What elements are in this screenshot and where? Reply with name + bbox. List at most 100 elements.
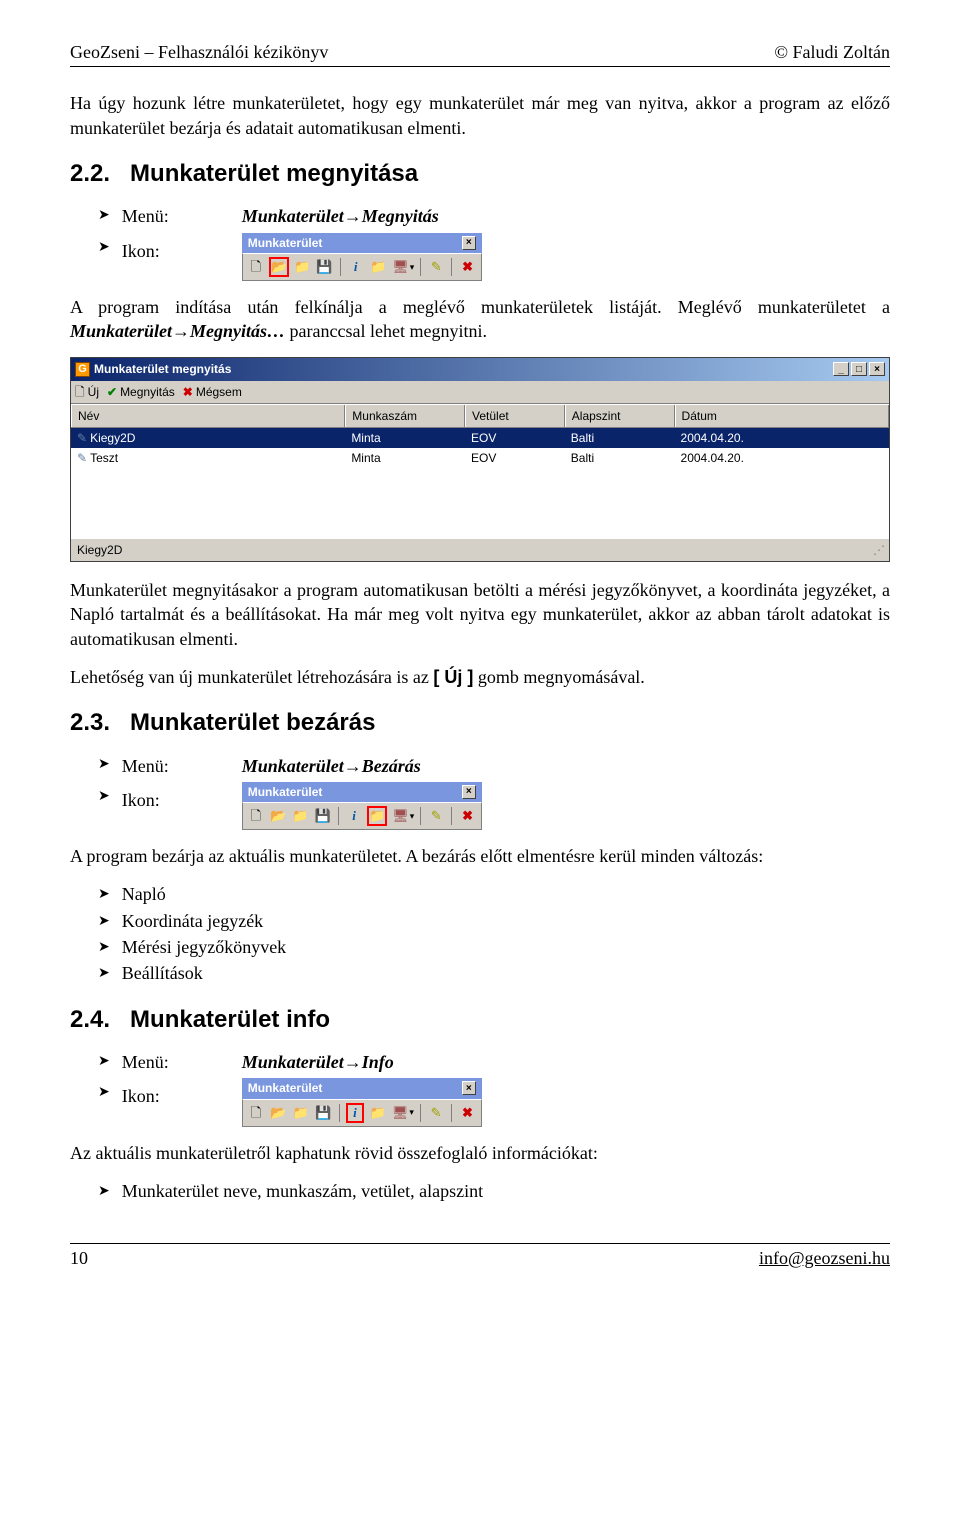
toolbar-separator (451, 1104, 452, 1122)
open2-icon[interactable]: 📁 (293, 257, 311, 277)
menu-row-2-3: ➤ Menü: Munkaterület→Bezárás (98, 754, 890, 778)
list-text: Napló (122, 882, 166, 906)
open2-icon[interactable]: 📁 (292, 1103, 311, 1123)
toolbar-close-button[interactable]: × (462, 785, 476, 799)
header-left: GeoZseni – Felhasználói kézikönyv (70, 40, 328, 64)
list-item: ➤ Munkaterület neve, munkaszám, vetület, … (98, 1179, 890, 1203)
ikon-row-2-4: ➤ Ikon: Munkaterület × 🗋 📂 📁 💾 i 📁 🖥 ▾ ✎… (98, 1078, 890, 1126)
toolbar-title-text: Munkaterület (248, 784, 323, 800)
new-icon[interactable]: 🗋 (247, 806, 265, 826)
s22-para1-a: A program indítása után felkínálja a meg… (70, 297, 890, 317)
cell-alap: Balti (565, 448, 675, 468)
s22-para1-b: paranccsal lehet megnyitni. (290, 321, 487, 341)
save-icon[interactable]: 💾 (314, 806, 332, 826)
info-icon[interactable]: i (346, 1103, 365, 1123)
col-nev[interactable]: Név (71, 405, 345, 427)
new-icon[interactable]: 🗋 (247, 257, 265, 277)
section-title: Munkaterület info (130, 1006, 330, 1033)
s22-para3-b: gomb megnyomásával. (478, 667, 645, 687)
open-workspace-dialog: G Munkaterület megnyitás _ □ × 🗋 Új ✔ Me… (70, 357, 890, 562)
toolbar-body: 🗋 📂 📁 💾 i 📁 🖥 ▾ ✎ ✖ (242, 802, 482, 830)
s23-para: A program bezárja az aktuális munkaterül… (70, 844, 890, 868)
col-datum[interactable]: Dátum (675, 405, 889, 427)
open-icon[interactable]: 📂 (269, 257, 289, 277)
toolbar-body: 🗋 📂 📁 💾 i 📁 🖥 ▾ ✎ ✖ (242, 1099, 482, 1127)
section-num: 2.2. (70, 160, 110, 187)
cell-alap: Balti (565, 428, 675, 448)
uj-label: Új (88, 384, 99, 400)
close-folder-icon[interactable]: 📁 (369, 257, 387, 277)
col-alapszint[interactable]: Alapszint (565, 405, 675, 427)
minimize-button[interactable]: _ (833, 362, 849, 376)
dropdown-icon[interactable]: ▾ (410, 261, 415, 273)
bullet-icon: ➤ (98, 1078, 110, 1103)
cell-dat: 2004.04.20. (675, 428, 889, 448)
bullet-icon: ➤ (98, 886, 110, 905)
delete-icon[interactable]: ✖ (458, 806, 476, 826)
dropdown-icon[interactable]: ▾ (410, 810, 415, 822)
table-row[interactable]: ✎Kiegy2D Minta EOV Balti 2004.04.20. (71, 428, 889, 448)
check-icon: ✔ (107, 384, 117, 400)
s24-para: Az aktuális munkaterületről kaphatunk rö… (70, 1141, 890, 1165)
bullet-icon: ➤ (98, 782, 110, 807)
toolbar-titlebar: Munkaterület × (242, 782, 482, 802)
s22-para3-a: Lehetőség van új munkaterület létrehozás… (70, 667, 433, 687)
list-text: Mérési jegyzőkönyvek (122, 935, 286, 959)
new-icon[interactable]: 🗋 (247, 1103, 266, 1123)
menu-label: Menü: (122, 204, 242, 228)
save-icon[interactable]: 💾 (315, 257, 333, 277)
save-icon[interactable]: 💾 (314, 1103, 333, 1123)
page-number: 10 (70, 1246, 88, 1270)
dropdown-icon[interactable]: ▾ (409, 1106, 414, 1118)
dialog-toolbar: 🗋 Új ✔ Megnyitás ✖ Mégsem (71, 381, 889, 404)
toolbar-separator (339, 1104, 340, 1122)
db-icon[interactable]: 🖥 (391, 1103, 410, 1123)
toolbar-body: 🗋 📂 📁 💾 i 📁 🖥 ▾ ✎ ✖ (242, 253, 482, 281)
open2-icon[interactable]: 📁 (291, 806, 309, 826)
list-text: Munkaterület neve, munkaszám, vetület, a… (122, 1179, 483, 1203)
open-icon[interactable]: 📂 (269, 1103, 288, 1123)
section-title: Munkaterület bezárás (130, 709, 375, 736)
ikon-label: Ikon: (122, 782, 242, 812)
delete-icon[interactable]: ✖ (458, 1103, 477, 1123)
toolbar-close-button[interactable]: × (462, 236, 476, 250)
cell-nev: Teszt (90, 450, 118, 466)
resize-grip-icon[interactable]: ⋰ (873, 542, 883, 558)
table-row[interactable]: ✎Teszt Minta EOV Balti 2004.04.20. (71, 448, 889, 468)
col-vetulet[interactable]: Vetület (465, 405, 565, 427)
toolbar-separator (451, 807, 452, 825)
pencil-icon[interactable]: ✎ (427, 1103, 446, 1123)
bullet-icon: ➤ (98, 1183, 110, 1202)
cell-vet: EOV (465, 448, 565, 468)
list-item: ➤ Napló (98, 882, 890, 906)
close-folder-icon[interactable]: 📁 (367, 806, 387, 826)
close-folder-icon[interactable]: 📁 (368, 1103, 387, 1123)
pencil-icon[interactable]: ✎ (427, 806, 445, 826)
cell-nev: Kiegy2D (90, 430, 135, 446)
toolbar-separator (338, 807, 339, 825)
toolbar-close-button[interactable]: × (462, 1081, 476, 1095)
db-icon[interactable]: 🖥 (391, 806, 410, 826)
bullet-icon: ➤ (98, 1053, 110, 1072)
ikon-label: Ikon: (122, 1078, 242, 1108)
close-button[interactable]: × (869, 362, 885, 376)
bullet-icon: ➤ (98, 233, 110, 258)
maximize-button[interactable]: □ (851, 362, 867, 376)
open-icon[interactable]: 📂 (269, 806, 287, 826)
info-icon[interactable]: i (345, 806, 363, 826)
dialog-title: Munkaterület megnyitás (94, 361, 231, 377)
db-icon[interactable]: 🖥 (391, 257, 410, 277)
bullet-icon: ➤ (98, 207, 110, 226)
delete-icon[interactable]: ✖ (458, 257, 476, 277)
pencil-icon[interactable]: ✎ (427, 257, 445, 277)
list-item: ➤Koordináta jegyzék (98, 909, 890, 933)
toolbar-separator (420, 807, 421, 825)
cell-munk: Minta (345, 428, 465, 448)
megsem-button[interactable]: ✖ Mégsem (183, 384, 242, 400)
info-icon[interactable]: i (347, 257, 365, 277)
megnyitas-button[interactable]: ✔ Megnyitás (107, 384, 175, 400)
col-munkaszam[interactable]: Munkaszám (345, 405, 465, 427)
list-text: Beállítások (122, 961, 203, 985)
app-g-icon: G (75, 362, 90, 377)
uj-button[interactable]: 🗋 Új (75, 384, 99, 400)
